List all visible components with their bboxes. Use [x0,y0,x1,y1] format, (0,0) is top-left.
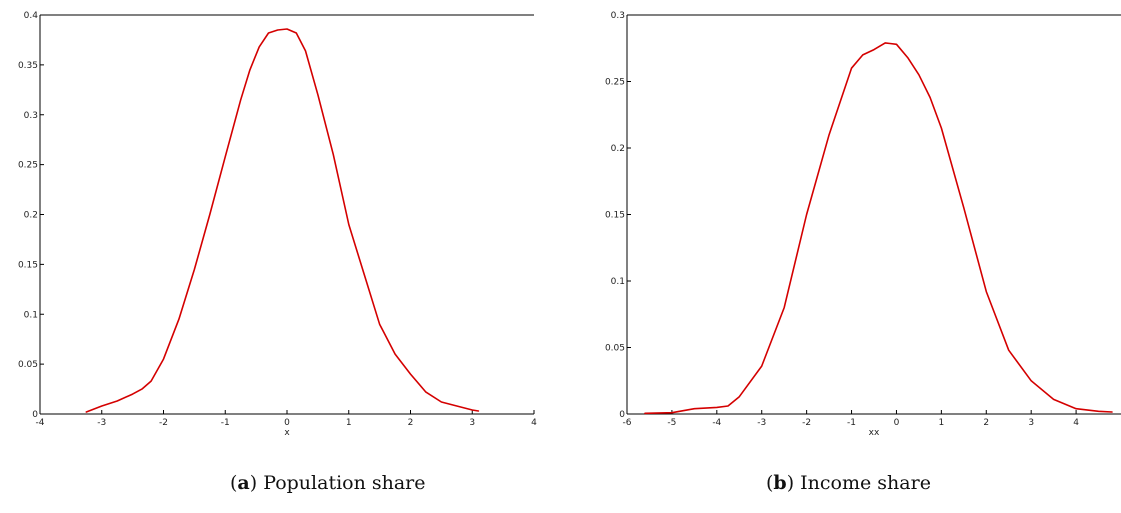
chart-b: 0 0.05 0.1 0.15 0.2 0.25 0.3 -6 -5 -4 -3 -2 -1 0 1 2 3 4 x… [605,11,1121,438]
caption-a-text: Population share [263,472,426,494]
x-tick-label: 2 [983,418,989,428]
y-tick-label: 0.2 [24,211,38,221]
x-tick-label: 4 [1073,418,1079,428]
x-tick-label: 0 [284,418,290,428]
y-tick-label: 0.15 [18,260,38,270]
x-tick-label: 3 [469,418,475,428]
x-tick-label: 2 [408,418,414,428]
caption-a: (a) Population share [230,472,426,494]
y-tick-label: 0.4 [24,11,39,21]
x-tick-label: -1 [847,418,856,428]
x-tick-label: -4 [712,418,721,428]
y-tick-label: 0 [619,410,625,420]
x-tick-label: -1 [221,418,230,428]
y-tick-label: 0.15 [605,211,625,221]
x-tick-label: 3 [1028,418,1034,428]
y-tick-label: 0.05 [18,360,38,370]
y-tick-label: 0.25 [605,78,625,88]
x-tick-label: -3 [97,418,106,428]
series-line-a [85,28,480,413]
x-axis-label: xx [869,428,880,438]
y-tick-label: 0.2 [611,144,625,154]
caption-b: (b) Income share [766,472,931,494]
x-tick-label: -6 [623,418,632,428]
y-tick-label: 0.25 [18,161,38,171]
y-tick-label: 0.1 [24,310,38,320]
x-tick-label: 4 [531,418,537,428]
chart-a: 0 0.05 0.1 0.15 0.2 0.25 0.3 0.35 0.4 -4 -3 -2 -1 0 1 2… [18,11,537,438]
y-tick-label: 0.1 [611,277,625,287]
x-tick-label: 0 [894,418,900,428]
caption-b-letter: b [773,472,787,494]
y-tick-label: 0.3 [24,111,38,121]
y-tick-label: 0.05 [605,344,625,354]
caption-b-text: Income share [800,472,931,494]
x-tick-label: 1 [938,418,944,428]
x-tick-label: -2 [159,418,168,428]
y-tick-label: 0 [32,410,38,420]
caption-a-letter: a [237,472,250,494]
series-line-b [644,42,1113,415]
x-tick-label: 1 [346,418,352,428]
x-tick-label: -4 [36,418,45,428]
y-tick-label: 0.35 [18,61,38,71]
x-tick-label: -3 [757,418,766,428]
y-tick-label: 0.3 [611,11,625,21]
x-tick-label: -5 [667,418,676,428]
x-tick-label: -2 [802,418,811,428]
x-axis-label: x [284,428,290,438]
